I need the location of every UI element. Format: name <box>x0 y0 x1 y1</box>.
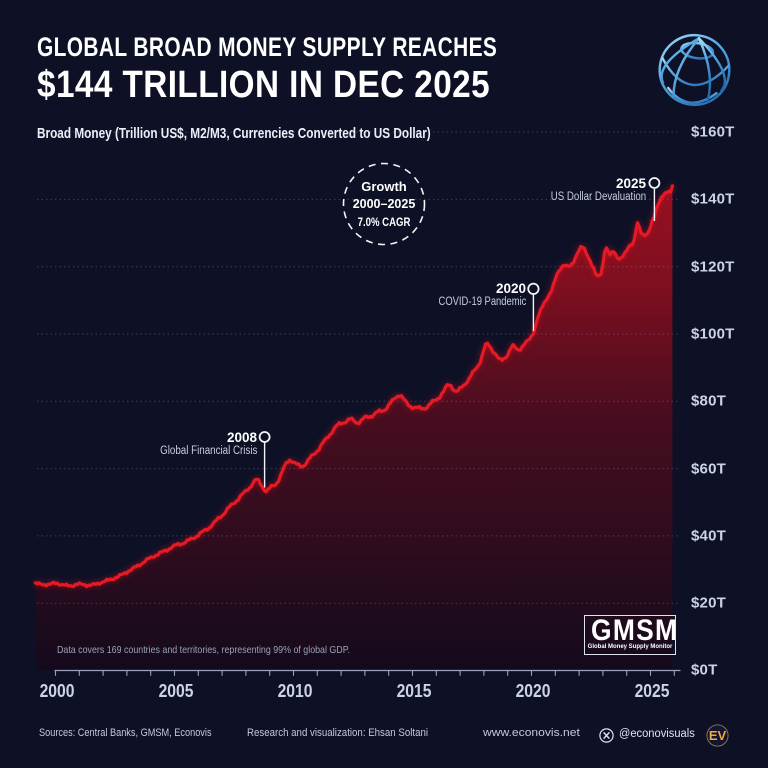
svg-text:EV: EV <box>709 728 727 743</box>
